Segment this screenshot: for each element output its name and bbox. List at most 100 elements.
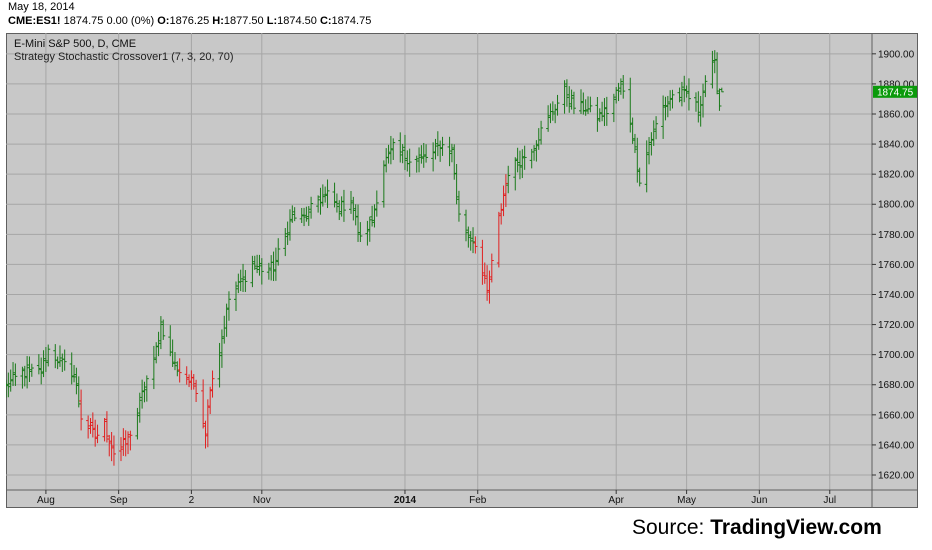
ohlc-bar bbox=[686, 78, 691, 111]
ohlc-bar bbox=[621, 75, 626, 99]
ohlc-bar bbox=[86, 415, 91, 439]
high-label: H: bbox=[212, 15, 224, 27]
ohlc-bar bbox=[302, 207, 307, 227]
ohlc-bar bbox=[356, 204, 361, 242]
ohlc-bar bbox=[255, 254, 260, 274]
ohlc-bar bbox=[224, 303, 229, 337]
ohlc-bar bbox=[25, 356, 30, 389]
ohlc-bar bbox=[614, 87, 619, 104]
last-price: 1874.75 bbox=[63, 15, 104, 27]
ohlc-bar bbox=[273, 247, 278, 281]
time-tick-label: 2014 bbox=[394, 495, 417, 506]
ohlc-bar bbox=[266, 262, 271, 280]
time-tick-label: Nov bbox=[253, 495, 271, 506]
ohlc-bar bbox=[496, 211, 501, 268]
ohlc-bar bbox=[287, 209, 292, 241]
ohlc-bar bbox=[351, 196, 356, 221]
ohlc-bar bbox=[682, 75, 687, 103]
ohlc-bar bbox=[698, 95, 703, 127]
ohlc-bar bbox=[670, 89, 675, 109]
ohlc-bar bbox=[292, 207, 297, 222]
ohlc-bar bbox=[62, 349, 67, 371]
symbol[interactable]: CME:ES1! bbox=[8, 15, 61, 27]
ohlc-bar bbox=[391, 138, 396, 160]
ohlc-bar bbox=[372, 204, 377, 228]
ohlc-bar bbox=[341, 189, 346, 222]
ohlc-bar bbox=[501, 185, 506, 217]
ohlc-bar bbox=[454, 163, 459, 205]
ohlc-bar bbox=[95, 424, 100, 444]
price-axis[interactable]: 1620.00 1640.00 1660.00 1680.00 1700.00 1720.… bbox=[872, 49, 915, 482]
ohlc-bar bbox=[703, 75, 708, 98]
chart-area[interactable] bbox=[6, 33, 918, 508]
ohlc-bar bbox=[407, 148, 412, 177]
ohlc-bar bbox=[433, 138, 438, 160]
ohlc-bar bbox=[191, 374, 196, 390]
ohlc-bar bbox=[203, 420, 208, 449]
ohlc-bar bbox=[506, 165, 511, 194]
ohlc-bar bbox=[480, 239, 485, 285]
time-tick-label: Feb bbox=[469, 495, 487, 506]
time-axis[interactable]: Aug Sep 2 Nov 2014 Feb Apr May Jun Jul bbox=[37, 490, 836, 506]
ohlc-bar bbox=[649, 132, 654, 156]
ohlc-bar bbox=[74, 367, 79, 395]
ohlc-bar bbox=[126, 431, 131, 455]
ohlc-bar bbox=[712, 50, 717, 74]
close-value: 1874.75 bbox=[331, 15, 372, 27]
ohlc-bar bbox=[597, 108, 602, 123]
ohlc-bar bbox=[534, 140, 539, 162]
time-tick-label: Sep bbox=[110, 495, 128, 506]
ohlc-bar bbox=[323, 186, 328, 203]
price-tick-label: 1740.00 bbox=[878, 290, 915, 301]
ohlc-bar bbox=[219, 329, 224, 368]
source-brand: TradingView.com bbox=[710, 516, 882, 539]
ohlc-bar bbox=[600, 101, 605, 122]
time-tick-label: Aug bbox=[37, 495, 55, 506]
ohlc-bar bbox=[107, 434, 112, 457]
ohlc-bar bbox=[243, 270, 248, 292]
ohlc-bar bbox=[236, 273, 241, 294]
ohlc-bar bbox=[151, 345, 156, 390]
ohlc-bar bbox=[27, 356, 32, 383]
ohlc-bar bbox=[259, 258, 264, 285]
ohlc-bar bbox=[29, 363, 34, 377]
price-tick-label: 1780.00 bbox=[878, 230, 915, 241]
ohlc-bar bbox=[20, 366, 25, 389]
ohlc-bar bbox=[456, 190, 461, 222]
strategy-title[interactable]: Strategy Stochastic Crossover1 (7, 3, 20… bbox=[14, 51, 234, 63]
ohlc-bar bbox=[550, 101, 555, 121]
ohlc-bar bbox=[304, 206, 309, 222]
ohlc-bar bbox=[663, 96, 668, 121]
high-value: 1877.50 bbox=[223, 15, 264, 27]
ohlc-bar bbox=[489, 253, 494, 283]
source-credit: Source: TradingView.com bbox=[632, 516, 882, 540]
ohlc-bar bbox=[320, 184, 325, 207]
ohlc-bar bbox=[102, 417, 107, 442]
price-tick-label: 1880.00 bbox=[878, 79, 915, 90]
ohlc-bar bbox=[257, 254, 262, 276]
ohlc-bar bbox=[175, 361, 180, 377]
ohlc-bar bbox=[238, 269, 243, 292]
ohlc-bar bbox=[696, 91, 701, 123]
ohlc-bar bbox=[109, 432, 114, 462]
ohlc-bar bbox=[158, 316, 163, 350]
price-tick-label: 1680.00 bbox=[878, 380, 915, 391]
time-tick-label: May bbox=[677, 495, 696, 506]
ohlc-bar bbox=[55, 356, 60, 370]
ohlc-bar bbox=[8, 369, 13, 392]
ohlc-bar bbox=[128, 430, 133, 451]
ohlc-bar bbox=[471, 227, 476, 254]
price-tick-label: 1840.00 bbox=[878, 140, 915, 151]
ohlc-bar bbox=[618, 78, 623, 95]
ohlc-bar bbox=[337, 200, 342, 221]
ohlc-bar bbox=[90, 412, 95, 438]
ohlc-bar bbox=[553, 104, 558, 124]
ohlc-bar bbox=[276, 238, 281, 266]
ohlc-bar bbox=[604, 96, 609, 126]
ohlc-bar bbox=[654, 116, 659, 140]
ohlc-chart[interactable]: 1620.00 1640.00 1660.00 1680.00 1700.00 1720.… bbox=[6, 33, 918, 508]
ohlc-bar bbox=[424, 144, 429, 163]
series-title[interactable]: E-Mini S&P 500, D, CME bbox=[14, 38, 137, 50]
ohlc-bar bbox=[76, 376, 81, 408]
ohlc-bar bbox=[172, 352, 177, 371]
